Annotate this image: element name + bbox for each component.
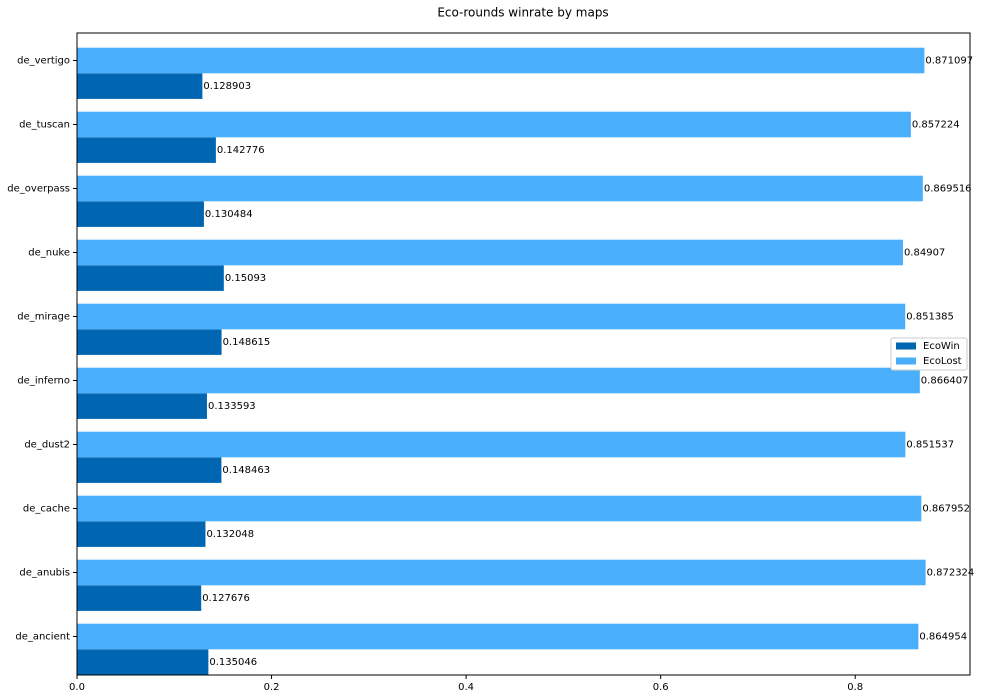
y-tick-label: de_vertigo <box>17 56 70 67</box>
y-tick-label: de_anubis <box>19 568 70 579</box>
x-tick-label: 0.0 <box>69 682 85 693</box>
bar <box>77 47 925 74</box>
bar <box>77 649 209 675</box>
bar <box>77 585 202 611</box>
x-tick-label: 0.4 <box>458 682 474 693</box>
bar <box>77 521 206 547</box>
value-label: 0.135046 <box>209 657 257 668</box>
y-tick-label: de_nuke <box>28 248 70 259</box>
bar <box>77 137 216 163</box>
x-tick-label: 0.6 <box>653 682 669 693</box>
value-label: 0.872324 <box>927 568 975 579</box>
y-tick-label: de_tuscan <box>19 120 70 131</box>
x-tick-label: 0.2 <box>264 682 280 693</box>
bar <box>77 265 224 291</box>
value-label: 0.148615 <box>223 337 271 348</box>
value-label: 0.130484 <box>205 209 253 220</box>
y-tick-label: de_dust2 <box>24 440 70 451</box>
bar <box>77 431 906 458</box>
y-tick-label: de_overpass <box>7 184 70 195</box>
bar <box>77 329 222 355</box>
value-label: 0.142776 <box>217 145 265 156</box>
value-label: 0.84907 <box>904 248 945 259</box>
value-label: 0.127676 <box>202 593 250 604</box>
value-label: 0.864954 <box>919 632 967 643</box>
value-label: 0.871097 <box>925 56 973 67</box>
y-tick-label: de_mirage <box>17 312 70 323</box>
value-label: 0.132048 <box>206 529 254 540</box>
value-label: 0.857224 <box>912 120 960 131</box>
legend-swatch <box>896 357 916 365</box>
legend-swatch <box>896 342 916 350</box>
value-label: 0.851537 <box>906 440 954 451</box>
bar <box>77 201 204 227</box>
y-tick-label: de_inferno <box>17 376 70 387</box>
bar <box>77 73 203 99</box>
x-tick-label: 0.8 <box>847 682 863 693</box>
bar <box>77 175 923 202</box>
bar <box>77 367 920 394</box>
bar <box>77 559 926 586</box>
bar <box>77 457 222 483</box>
value-label: 0.133593 <box>208 401 256 412</box>
bar <box>77 495 922 522</box>
value-label: 0.851385 <box>906 312 954 323</box>
y-tick-label: de_cache <box>23 504 70 515</box>
value-label: 0.128903 <box>203 81 251 92</box>
bar <box>77 393 207 419</box>
y-tick-label: de_ancient <box>15 632 70 643</box>
bar <box>77 623 919 650</box>
value-label: 0.15093 <box>225 273 266 284</box>
value-label: 0.869516 <box>924 184 972 195</box>
chart-title: Eco-rounds winrate by maps <box>437 6 608 20</box>
value-label: 0.867952 <box>922 504 970 515</box>
legend-label: EcoLost <box>923 356 962 367</box>
bar <box>77 111 911 138</box>
bar <box>77 239 903 266</box>
legend-label: EcoWin <box>923 341 960 352</box>
bar <box>77 303 906 330</box>
value-label: 0.866407 <box>921 376 969 387</box>
plot-frame <box>76 32 971 676</box>
value-label: 0.148463 <box>222 465 270 476</box>
